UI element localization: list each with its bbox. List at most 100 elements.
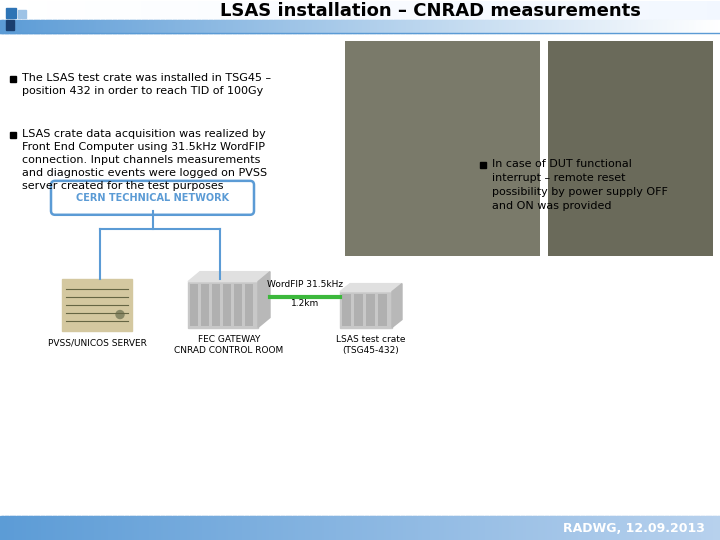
Bar	[331, 1, 335, 21]
Bar	[693, 1, 697, 21]
Bar	[423, 21, 426, 33]
Bar	[432, 516, 436, 540]
Bar	[552, 21, 555, 33]
Bar	[614, 1, 618, 21]
Bar	[513, 516, 517, 540]
Bar	[518, 516, 522, 540]
Bar	[387, 1, 390, 21]
Bar	[549, 21, 553, 33]
Bar	[74, 516, 78, 540]
Bar	[151, 516, 155, 540]
Bar	[531, 1, 534, 21]
Bar	[214, 516, 217, 540]
Bar	[58, 21, 61, 33]
Bar	[19, 516, 22, 540]
Bar	[394, 21, 397, 33]
Bar	[559, 1, 562, 21]
Bar	[603, 516, 606, 540]
Polygon shape	[392, 284, 402, 328]
Bar	[86, 21, 90, 33]
Bar	[444, 1, 447, 21]
Bar	[14, 21, 18, 33]
Bar	[178, 1, 181, 21]
Bar	[31, 516, 35, 540]
Bar	[581, 21, 584, 33]
Bar	[355, 21, 359, 33]
Bar	[499, 1, 503, 21]
Bar	[243, 21, 246, 33]
Bar	[2, 1, 6, 21]
Bar	[413, 516, 416, 540]
Bar	[113, 516, 116, 540]
Bar	[115, 1, 119, 21]
Text: FEC GATEWAY
CNRAD CONTROL ROOM: FEC GATEWAY CNRAD CONTROL ROOM	[174, 335, 284, 355]
Bar	[153, 21, 157, 33]
Bar	[528, 1, 531, 21]
Bar	[480, 516, 483, 540]
Bar	[233, 21, 236, 33]
Bar	[667, 1, 670, 21]
Bar	[2, 21, 6, 33]
Bar	[218, 516, 222, 540]
Bar	[156, 21, 159, 33]
Bar	[648, 516, 652, 540]
Bar	[554, 1, 558, 21]
Bar	[456, 1, 459, 21]
Bar	[63, 516, 66, 540]
Bar	[624, 21, 627, 33]
Bar	[14, 516, 18, 540]
Polygon shape	[188, 282, 258, 328]
Bar	[619, 1, 623, 21]
Text: interrupt – remote reset: interrupt – remote reset	[492, 173, 626, 183]
Bar	[382, 1, 385, 21]
Bar	[648, 21, 652, 33]
Bar	[245, 21, 248, 33]
Bar	[490, 516, 493, 540]
Bar	[410, 1, 414, 21]
Bar	[0, 21, 4, 33]
Bar	[351, 21, 354, 33]
Bar	[605, 516, 608, 540]
Bar	[348, 516, 351, 540]
Bar	[653, 516, 656, 540]
Bar	[180, 516, 184, 540]
Bar	[636, 516, 639, 540]
Bar	[233, 516, 236, 540]
Bar	[305, 1, 308, 21]
Bar	[523, 516, 526, 540]
Bar	[245, 516, 248, 540]
Bar	[293, 516, 296, 540]
Bar	[701, 21, 704, 33]
Bar	[516, 516, 519, 540]
Bar	[74, 21, 78, 33]
Bar	[593, 21, 596, 33]
Bar	[538, 1, 541, 21]
Bar	[538, 21, 541, 33]
Bar	[619, 21, 623, 33]
Bar	[53, 516, 56, 540]
Bar	[48, 21, 51, 33]
Bar	[228, 1, 231, 21]
Bar	[326, 516, 330, 540]
Bar	[257, 516, 260, 540]
Bar	[650, 1, 654, 21]
Bar	[470, 1, 474, 21]
Bar	[542, 21, 546, 33]
Bar	[204, 1, 207, 21]
Bar	[495, 21, 498, 33]
Bar	[27, 516, 30, 540]
Bar	[144, 21, 148, 33]
Bar	[571, 516, 575, 540]
Bar	[672, 21, 675, 33]
Bar	[420, 21, 423, 33]
Bar	[698, 21, 702, 33]
Bar	[149, 1, 152, 21]
Bar	[423, 1, 426, 21]
Bar	[139, 516, 143, 540]
Bar	[338, 1, 342, 21]
Bar	[276, 516, 279, 540]
Bar	[593, 1, 596, 21]
Bar	[372, 1, 375, 21]
Bar	[201, 284, 209, 326]
Bar	[120, 516, 123, 540]
